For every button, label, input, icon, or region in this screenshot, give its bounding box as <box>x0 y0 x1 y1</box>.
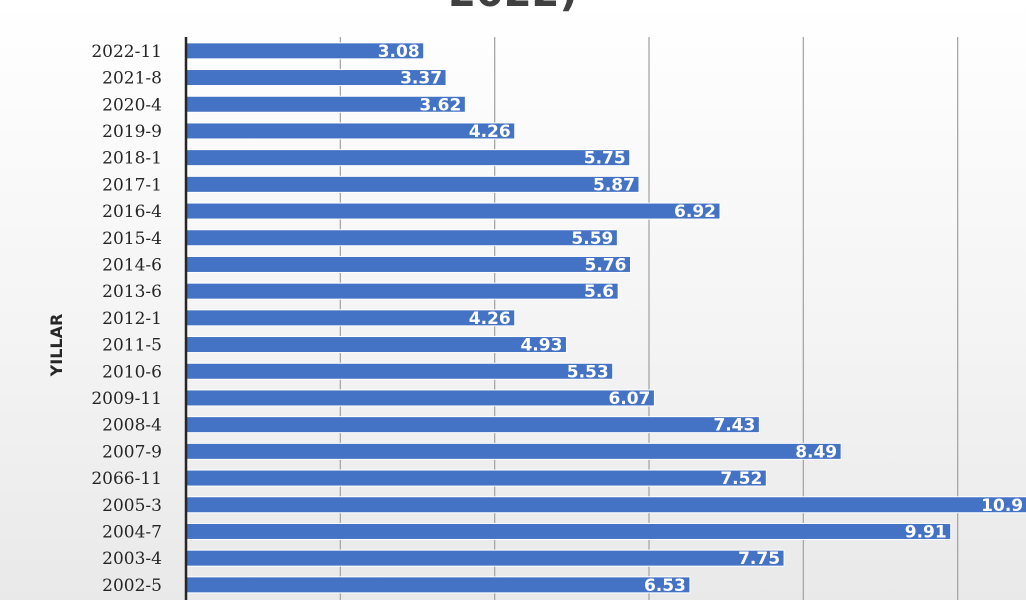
bar <box>185 389 655 407</box>
category-label: 2007-9 <box>102 442 162 462</box>
bar <box>185 255 631 273</box>
data-label: 4.26 <box>469 309 511 329</box>
category-label: 2017-1 <box>102 175 162 195</box>
category-label: 2021-8 <box>102 69 162 89</box>
category-label: 2014-6 <box>102 255 162 275</box>
data-label: 3.62 <box>419 95 461 115</box>
bars <box>185 42 1026 594</box>
category-label: 2016-4 <box>102 202 162 222</box>
data-label: 6.07 <box>608 389 650 409</box>
bar <box>185 175 640 193</box>
category-labels: 2022-11 2021-8 2020-4 2019-9 2018-1 2017-1 201… <box>91 42 162 596</box>
category-label: 2011-5 <box>102 336 162 356</box>
bar <box>185 469 767 487</box>
bar <box>185 362 614 380</box>
data-label: 5.53 <box>567 362 609 382</box>
category-label: 2020-4 <box>102 95 162 115</box>
category-label: 2008-4 <box>102 416 162 436</box>
category-label: 2002-5 <box>102 576 162 596</box>
data-label: 9.91 <box>905 522 947 542</box>
data-label: 5.59 <box>571 229 613 249</box>
data-label: 5.75 <box>584 149 626 169</box>
category-label: 2022-11 <box>91 42 162 62</box>
data-label: 4.26 <box>469 122 511 142</box>
bar <box>185 496 1026 514</box>
data-label: 7.43 <box>713 416 755 436</box>
bar <box>185 122 516 140</box>
category-label: 2010-6 <box>102 362 162 382</box>
data-label: 7.75 <box>738 549 780 569</box>
category-label: 2003-4 <box>102 549 162 569</box>
data-label: 5.87 <box>593 175 635 195</box>
data-label: 6.92 <box>674 202 716 222</box>
bar <box>185 309 516 327</box>
data-label: 8.49 <box>795 442 837 462</box>
bar <box>185 549 785 567</box>
category-label: 2018-1 <box>102 149 162 169</box>
category-label: 2015-4 <box>102 229 162 249</box>
category-label: 2013-6 <box>102 282 162 302</box>
data-label: 3.37 <box>400 69 442 89</box>
data-label: 7.52 <box>720 469 762 489</box>
category-label: 2004-7 <box>102 522 162 542</box>
category-label: 2019-9 <box>102 122 162 142</box>
data-label: 5.76 <box>585 255 627 275</box>
bar <box>185 576 691 594</box>
bar <box>185 522 952 540</box>
category-label: 2066-11 <box>91 469 162 489</box>
bar <box>185 442 842 460</box>
data-label: 3.08 <box>378 42 420 62</box>
category-label: 2012-1 <box>102 309 162 329</box>
chart-title: 2022) <box>448 0 578 16</box>
bar <box>185 282 619 300</box>
data-label: 10.9 <box>981 496 1023 516</box>
bar <box>185 202 721 220</box>
bar <box>185 149 631 167</box>
data-label: 5.6 <box>584 282 614 302</box>
bar <box>185 336 567 354</box>
y-axis-title: YILLAR <box>47 314 66 378</box>
value-labels: 3.08 3.37 3.62 4.26 5.75 5.87 6.92 5.59 5.76 5.6 4… <box>378 42 1023 596</box>
category-label: 2005-3 <box>102 496 162 516</box>
data-label: 6.53 <box>644 576 686 596</box>
bar <box>185 229 618 247</box>
category-label: 2009-11 <box>91 389 162 409</box>
data-label: 4.93 <box>520 336 562 356</box>
bar <box>185 416 760 434</box>
